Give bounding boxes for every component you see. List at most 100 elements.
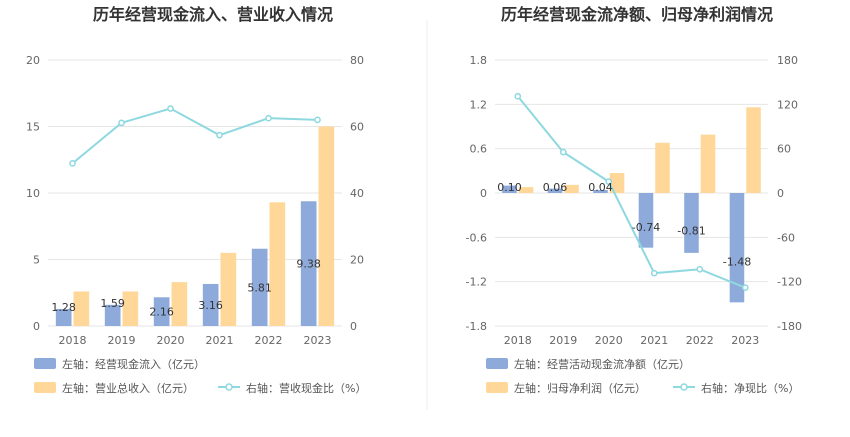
left-axis-tick-label: 0.6 xyxy=(470,143,488,156)
line-series xyxy=(71,107,318,165)
bar-secondary xyxy=(122,291,139,326)
bar-primary xyxy=(300,201,317,326)
bar-primary xyxy=(593,190,608,193)
legend-swatch-secondary xyxy=(34,382,56,393)
legend-label: 右轴：营收现金比（%） xyxy=(246,381,366,395)
chart-panel-1: 历年经营现金流入、营业收入情况 0 0 5 20 10 40 15 60 20 80 2018 2019… xyxy=(26,5,366,395)
bar-data-label: 5.81 xyxy=(247,281,272,294)
right-axis-tick-label: 80 xyxy=(350,54,364,67)
bar-secondary xyxy=(564,184,579,193)
line-point xyxy=(696,265,704,273)
right-axis-tick-label: -60 xyxy=(777,231,795,244)
chart-title: 历年经营现金流入、营业收入情况 xyxy=(93,5,333,24)
bar-primary xyxy=(202,283,219,326)
bar-secondary xyxy=(318,126,335,326)
x-axis-tick-label: 2022 xyxy=(255,334,283,347)
bar-data-label: 0.10 xyxy=(497,181,522,194)
bar-data-label: 1.59 xyxy=(100,297,125,310)
bar-secondary xyxy=(518,187,534,193)
right-axis-tick-label: -120 xyxy=(777,276,802,289)
x-axis-tick-label: 2023 xyxy=(731,334,759,347)
right-axis-tick-label: 60 xyxy=(350,121,364,134)
chart-panel-2: 历年经营现金流净额、归母净利润情况 -1.8 -180 -1.2 -120 -0.6 -60… xyxy=(466,5,802,395)
bar-secondary xyxy=(73,291,90,326)
left-axis-tick-label: 0 xyxy=(33,320,40,333)
left-axis-tick-label: 15 xyxy=(26,121,40,134)
bar-primary xyxy=(153,297,170,326)
line-point xyxy=(650,269,658,277)
chart-title: 历年经营现金流净额、归母净利润情况 xyxy=(501,5,773,24)
bar-data-label: 9.38 xyxy=(296,258,321,271)
line-point xyxy=(265,114,272,122)
bar-primary xyxy=(547,188,563,193)
bar-primary xyxy=(502,185,517,193)
bar-data-label: -0.74 xyxy=(632,221,660,234)
bar-data-label: 0.04 xyxy=(588,181,613,194)
left-axis-tick-label: 1.2 xyxy=(470,98,488,111)
bar-secondary xyxy=(700,134,716,193)
legend-swatch-secondary xyxy=(486,382,508,393)
line-point xyxy=(167,105,174,112)
bar-primary xyxy=(729,193,745,303)
bar-secondary xyxy=(746,107,761,193)
legend-swatch-primary xyxy=(34,358,56,369)
x-axis-tick-label: 2020 xyxy=(157,334,185,347)
bar-secondary xyxy=(220,252,237,326)
legend-label: 左轴：经营活动现金流净额（亿元） xyxy=(514,357,690,371)
right-axis-tick-label: 120 xyxy=(777,98,798,111)
left-axis-tick-label: 20 xyxy=(26,54,40,67)
left-axis-tick-label: -0.6 xyxy=(466,231,487,244)
left-axis-tick-label: 1.8 xyxy=(470,54,488,67)
left-axis-tick-label: -1.8 xyxy=(466,320,487,333)
x-axis-tick-label: 2022 xyxy=(686,334,714,347)
right-axis-tick-label: 60 xyxy=(777,143,791,156)
line-point xyxy=(514,92,522,100)
bar-data-label: -1.48 xyxy=(723,255,751,268)
line-point xyxy=(559,148,567,156)
line-point xyxy=(118,119,125,127)
right-axis-tick-label: 0 xyxy=(350,320,357,333)
bar-data-label: -0.81 xyxy=(677,224,705,237)
right-axis-tick-label: -180 xyxy=(777,320,802,333)
line-point xyxy=(605,178,613,185)
left-axis-tick-label: 5 xyxy=(33,254,40,267)
bar-data-label: 0.06 xyxy=(543,181,568,194)
legend-label: 左轴：归母净利润（亿元） xyxy=(514,381,646,395)
legend-label: 左轴：经营现金流入（亿元） xyxy=(62,357,205,371)
bar-data-label: 1.28 xyxy=(51,301,76,314)
bar-data-label: 3.16 xyxy=(198,299,223,312)
legend-label: 右轴：净现比（%） xyxy=(701,381,799,395)
legend-swatch-line-marker xyxy=(680,383,688,391)
bar-primary xyxy=(104,304,121,326)
bar-primary xyxy=(684,193,699,253)
x-axis-tick-label: 2019 xyxy=(108,334,136,347)
bar-secondary xyxy=(171,282,188,326)
bar-primary xyxy=(55,308,72,326)
legend-swatch-primary xyxy=(486,358,508,369)
left-axis-tick-label: -1.2 xyxy=(466,276,487,289)
bar-secondary xyxy=(269,202,286,326)
bar-primary xyxy=(251,248,268,326)
legend-label: 左轴：营业总收入（亿元） xyxy=(62,381,194,395)
right-axis-tick-label: 0 xyxy=(777,187,784,200)
left-axis-tick-label: 10 xyxy=(26,187,40,200)
right-axis-tick-label: 20 xyxy=(350,254,364,267)
x-axis-tick-label: 2023 xyxy=(304,334,332,347)
line-series xyxy=(516,95,746,289)
x-axis-tick-label: 2018 xyxy=(59,334,87,347)
bar-data-label: 2.16 xyxy=(149,306,174,319)
x-axis-tick-label: 2018 xyxy=(504,334,532,347)
x-axis-tick-label: 2021 xyxy=(206,334,234,347)
x-axis-tick-label: 2020 xyxy=(595,334,623,347)
bar-primary xyxy=(638,193,654,248)
left-axis-tick-label: 0 xyxy=(480,187,487,200)
right-axis-tick-label: 40 xyxy=(350,187,364,200)
x-axis-tick-label: 2021 xyxy=(640,334,668,347)
line-point xyxy=(314,116,321,124)
line-point xyxy=(69,160,76,167)
legend-swatch-line-marker xyxy=(225,383,233,391)
bar-secondary xyxy=(609,173,625,193)
bar-secondary xyxy=(655,142,670,193)
